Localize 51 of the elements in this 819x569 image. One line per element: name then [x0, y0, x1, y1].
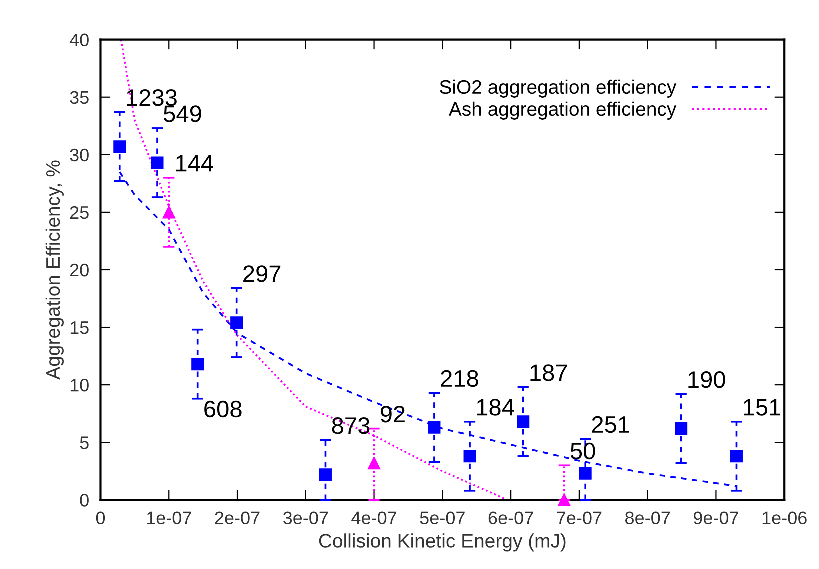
point — [319, 468, 332, 482]
y-tick-label: 35 — [70, 91, 89, 104]
x-tick-label: 6e-07 — [488, 512, 534, 525]
annotation: 251 — [592, 416, 630, 434]
x-tick-label: 1e-07 — [147, 512, 192, 525]
y-tick-label: 0 — [80, 494, 89, 507]
annotation: 92 — [380, 406, 405, 423]
x-axis-title: Collision Kinetic Energy (mJ) — [319, 534, 566, 552]
point — [230, 316, 244, 330]
y-axis-title: Aggregation Efficiency, % — [46, 160, 64, 380]
x-tick-label: 2e-07 — [215, 512, 260, 525]
annotation: 190 — [688, 372, 726, 388]
x-tick-label: 7e-07 — [557, 512, 602, 525]
legend-label: SiO2 aggregation efficiency — [440, 80, 677, 98]
point — [730, 450, 743, 463]
annotation: 1233 — [127, 90, 177, 106]
point — [192, 358, 204, 371]
annotation: 50 — [570, 442, 596, 460]
x-tick-label: 0 — [96, 512, 106, 525]
annotation: 184 — [477, 399, 514, 416]
point — [517, 416, 530, 428]
annotation: 151 — [744, 399, 781, 416]
point — [114, 140, 126, 154]
point — [151, 156, 164, 170]
y-tick-label: 30 — [70, 148, 89, 162]
y-tick-label: 20 — [70, 264, 89, 277]
annotation: 144 — [176, 155, 214, 172]
point — [464, 450, 476, 463]
annotation: 187 — [530, 364, 568, 382]
x-tick-label: 5e-07 — [420, 512, 465, 525]
annotation: 549 — [164, 106, 202, 122]
point — [368, 457, 381, 470]
point — [162, 206, 176, 219]
y-tick-label: 25 — [70, 206, 89, 220]
x-tick-label: 1e-06 — [762, 512, 807, 525]
point — [579, 467, 592, 480]
point — [558, 494, 571, 506]
y-tick-label: 5 — [80, 436, 89, 450]
y-tick-label: 10 — [70, 379, 89, 392]
x-tick-label: 9e-07 — [694, 512, 738, 525]
annotation: 218 — [441, 370, 478, 388]
x-tick-label: 8e-07 — [626, 512, 670, 525]
x-tick-label: 4e-07 — [352, 512, 396, 525]
legend-label: Ash aggregation efficiency — [448, 102, 677, 120]
y-tick-label: 15 — [70, 322, 89, 334]
y-tick-label: 40 — [70, 34, 89, 47]
x-tick-label: 3e-07 — [284, 512, 328, 525]
point — [675, 422, 688, 436]
point — [428, 421, 441, 434]
annotation: 297 — [244, 266, 281, 282]
annotation: 608 — [204, 400, 242, 418]
